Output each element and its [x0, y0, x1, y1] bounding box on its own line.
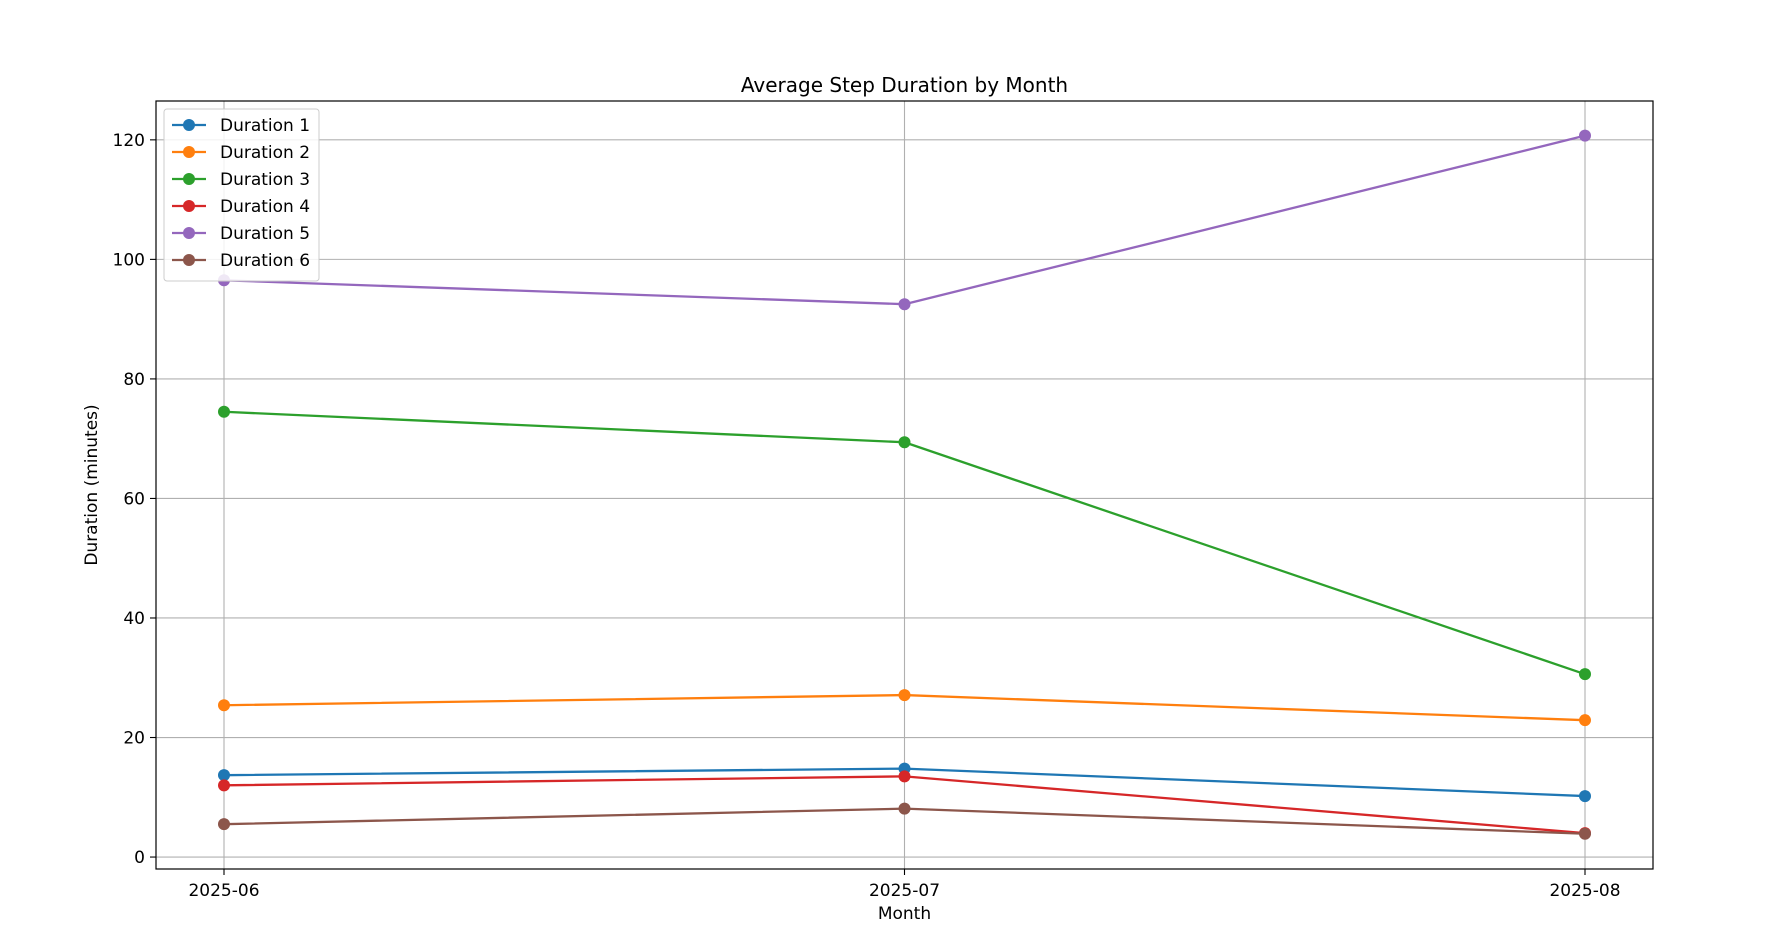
series-2: [218, 689, 1591, 727]
data-point: [1579, 827, 1591, 840]
data-point: [218, 699, 230, 712]
legend-item: Duration 3: [172, 170, 310, 190]
data-point: [218, 818, 230, 831]
data-point: [1579, 129, 1591, 142]
x-tick-label: 2025-08: [1549, 881, 1620, 901]
x-tick-label: 2025-06: [188, 881, 259, 901]
y-tick-label: 60: [123, 489, 145, 509]
series-5: [218, 129, 1591, 311]
axis-layer: 0 20 40 60 80 100 120 2025-06 2025-07 2025-08: [113, 131, 1621, 901]
chart-title: Average Step Duration by Month: [741, 73, 1068, 97]
data-point: [898, 802, 911, 815]
data-point: [898, 770, 911, 783]
legend-label: Duration 4: [220, 197, 310, 217]
data-point: [218, 779, 230, 792]
data-point: [898, 689, 911, 702]
legend-label: Duration 5: [220, 224, 310, 244]
legend-label: Duration 3: [220, 170, 310, 190]
y-tick-label: 120: [113, 131, 145, 151]
y-tick-label: 100: [113, 250, 145, 270]
data-point: [1579, 790, 1591, 803]
legend-marker: [183, 146, 195, 158]
data-point: [898, 298, 911, 311]
data-point: [218, 405, 230, 418]
legend-marker: [183, 173, 195, 185]
x-tick-label: 2025-07: [869, 881, 940, 901]
y-tick-label: 0: [134, 848, 145, 868]
y-tick-label: 80: [123, 370, 145, 390]
x-axis-label: Month: [878, 904, 931, 924]
series-layer: [218, 129, 1591, 840]
legend-item: Duration 1: [172, 116, 310, 136]
series-6: [218, 802, 1591, 840]
data-point: [898, 436, 911, 449]
y-tick-label: 20: [123, 729, 145, 749]
legend-marker: [183, 119, 195, 131]
legend: Duration 1 Duration 2 Duration 3 Duration 4…: [163, 108, 320, 282]
legend-item: Duration 5: [172, 224, 310, 244]
data-point: [1579, 668, 1591, 681]
data-point: [218, 769, 230, 782]
data-point: [1579, 714, 1591, 727]
y-tick-label: 40: [123, 609, 145, 629]
legend-label: Duration 6: [220, 251, 310, 271]
y-axis-label: Duration (minutes): [82, 404, 102, 565]
legend-item: Duration 2: [172, 143, 310, 163]
legend-marker: [183, 227, 195, 239]
grid-layer: [156, 101, 1653, 869]
legend-label: Duration 2: [220, 143, 310, 163]
legend-item: Duration 6: [172, 251, 310, 271]
legend-marker: [183, 200, 195, 212]
legend-label: Duration 1: [220, 116, 310, 136]
series-3: [218, 405, 1591, 681]
legend-item: Duration 4: [172, 197, 310, 217]
legend-marker: [183, 254, 195, 266]
